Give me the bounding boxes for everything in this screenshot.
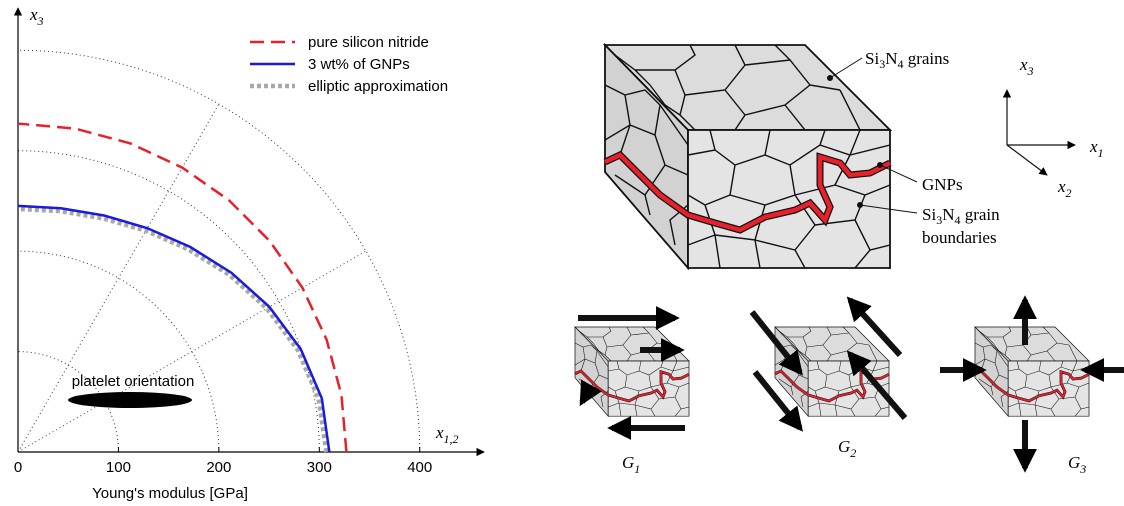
material-block <box>605 45 890 268</box>
text-part: boundaries <box>922 228 997 247</box>
subscript: 3 <box>1079 462 1086 476</box>
subscript: 2 <box>850 446 856 460</box>
subscript: 3 <box>879 57 885 71</box>
subscript: 2 <box>1066 186 1072 200</box>
text-part: x <box>1057 177 1066 196</box>
grid-spoke <box>17 103 220 453</box>
subscript: 3 <box>37 14 44 28</box>
x-tick-label: 100 <box>106 459 131 476</box>
subscript: 4 <box>954 213 960 227</box>
text-part: N <box>885 49 897 68</box>
gnp-label: GNPs <box>922 175 963 194</box>
axis-x3: x3 <box>1019 55 1034 78</box>
mini-block <box>973 325 1091 418</box>
grid-circle <box>17 150 320 453</box>
x-axis-label: x1,2 <box>435 423 459 446</box>
axis-x2: x2 <box>1057 177 1072 200</box>
mini-block <box>773 325 891 418</box>
text-part: G <box>1068 453 1080 472</box>
text-part: grains <box>903 49 949 68</box>
text-part: Si <box>922 205 936 224</box>
text-part: N <box>942 205 954 224</box>
polar-plot: 0 100 200 300 400 <box>13 7 485 476</box>
y-axis-label: x3 <box>29 5 44 28</box>
boundary-label: boundaries <box>922 228 997 247</box>
text-part: x <box>435 423 444 442</box>
grid-circle <box>17 351 119 453</box>
x-tick-label: 200 <box>206 459 231 476</box>
platelet <box>68 392 192 408</box>
grains-label: Si3N4 grains <box>865 49 949 71</box>
grid-circle <box>17 250 220 453</box>
grid-circle <box>17 49 421 453</box>
text-part: grain <box>960 205 1000 224</box>
text-part: Si <box>865 49 879 68</box>
subscript: 1 <box>634 462 640 476</box>
load-arrows <box>578 295 1124 473</box>
series-line <box>17 204 331 453</box>
legend-label: 3 wt% of GNPs <box>308 56 410 73</box>
x-tick-label: 0 <box>14 459 22 476</box>
axis-x1: x1 <box>1089 137 1104 160</box>
subscript: 1 <box>1098 146 1104 160</box>
legend-label: elliptic approximation <box>308 78 448 95</box>
series-line <box>17 122 348 453</box>
text-part: x <box>29 5 38 24</box>
leaders <box>827 57 918 214</box>
mode-label: G1 <box>622 453 640 476</box>
mini-block <box>573 325 691 418</box>
subscript: 4 <box>897 57 903 71</box>
text-part: G <box>622 453 634 472</box>
subscript: 3 <box>936 213 942 227</box>
annotation: platelet orientation <box>72 373 195 390</box>
legend-label: pure silicon nitride <box>308 34 429 51</box>
subscript: 3 <box>1027 64 1034 78</box>
series-line <box>17 206 329 453</box>
triad <box>1002 89 1076 176</box>
subscript: 1,2 <box>444 432 459 446</box>
text-part: G <box>838 437 850 456</box>
x-tick-label: 400 <box>407 459 432 476</box>
x-axis-title: Young's modulus [GPa] <box>92 485 248 502</box>
mode-label: G3 <box>1068 453 1086 476</box>
mode-label: G2 <box>838 437 856 460</box>
grid-spoke <box>17 250 367 453</box>
text-part: x <box>1089 137 1098 156</box>
text-part: x <box>1019 55 1028 74</box>
boundary-label: Si3N4 grain <box>922 205 1000 227</box>
x-tick-label: 300 <box>307 459 332 476</box>
